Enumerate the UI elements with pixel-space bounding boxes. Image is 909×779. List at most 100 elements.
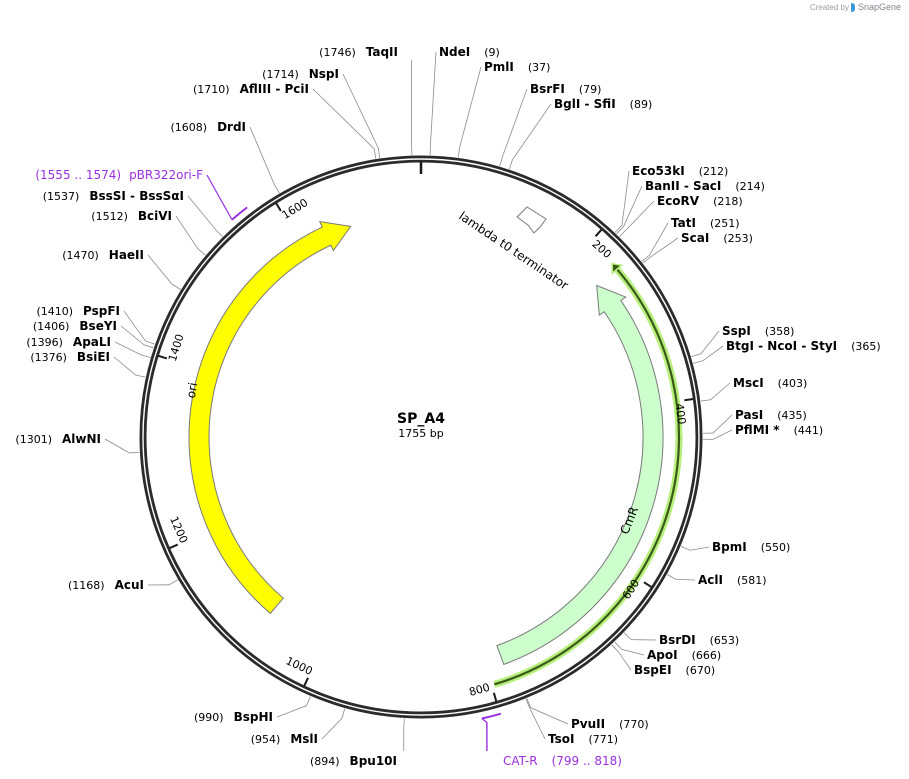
site-leader-line — [702, 429, 733, 440]
restriction-site[interactable]: PflMI * (441) — [702, 423, 823, 440]
restriction-site[interactable]: SspI (358) — [691, 324, 794, 357]
restriction-site[interactable]: TatI (251) — [641, 216, 740, 262]
primer-label[interactable]: (1555 .. 1574) pBR322ori-F — [35, 168, 203, 182]
site-label[interactable]: (1746) TaqII — [319, 45, 398, 59]
lambda-t0-terminator-arrow[interactable] — [516, 206, 547, 234]
site-label[interactable]: BtgI - NcoI - StyI (365) — [726, 339, 881, 353]
site-label[interactable]: AclI (581) — [698, 573, 767, 587]
site-label[interactable]: (1168) AcuI — [68, 578, 144, 592]
site-label[interactable]: (1470) HaeII — [62, 248, 144, 262]
site-label[interactable]: SspI (358) — [722, 324, 794, 338]
site-label[interactable]: BpmI (550) — [712, 540, 790, 554]
restriction-site[interactable]: BsrFI (79) — [499, 82, 602, 167]
site-enzyme-name: PspFI — [83, 304, 120, 318]
site-label[interactable]: (1608) DrdI — [170, 120, 246, 134]
restriction-site[interactable]: (894) Bpu10I — [310, 718, 405, 768]
restriction-site[interactable]: BspEI (670) — [611, 644, 715, 677]
restriction-site[interactable]: (1714) NspI — [262, 67, 381, 159]
restriction-site[interactable]: (1396) ApaLI — [26, 335, 151, 358]
restriction-site[interactable]: Eco53kI (212) — [614, 164, 728, 233]
site-label[interactable]: (1537) BssSI - BssSαI — [43, 189, 184, 203]
restriction-sites: NdeI (9)PmlI (37) BsrFI (79)BglI - SfiI (89) E… — [15, 45, 880, 768]
primer-label[interactable]: CAT-R (799 .. 818) — [503, 754, 622, 768]
site-label[interactable]: (954) MslI — [251, 732, 318, 746]
restriction-site[interactable]: AclI (581) — [667, 573, 767, 587]
site-leader-line — [147, 579, 178, 586]
site-label[interactable]: (1301) AlwNI — [15, 432, 101, 446]
site-position: (253) — [723, 232, 753, 245]
site-label[interactable]: EcoRV (218) — [657, 194, 743, 208]
primer-cat-r[interactable]: CAT-R (799 .. 818) — [481, 712, 622, 768]
site-label[interactable]: BspEI (670) — [634, 663, 715, 677]
site-label[interactable]: (1714) NspI — [262, 67, 339, 81]
restriction-site[interactable]: (1537) BssSI - BssSαI — [43, 189, 223, 237]
restriction-site[interactable]: PasI (435) — [702, 408, 807, 434]
restriction-site[interactable]: PvuII (770) — [526, 698, 649, 731]
site-label[interactable]: BsrFI (79) — [530, 82, 601, 96]
site-label[interactable]: BanII - SacI (214) — [645, 179, 765, 193]
site-label[interactable]: PflMI * (441) — [735, 423, 823, 437]
site-leader-line — [114, 341, 151, 358]
restriction-site[interactable]: BsrDI (653) — [623, 632, 739, 647]
site-label[interactable]: TsoI (771) — [548, 732, 618, 746]
restriction-site[interactable]: (1376) BsiEI — [30, 350, 146, 378]
site-enzyme-name: MslI — [290, 732, 318, 746]
restriction-site[interactable]: (1410) PspFI — [36, 304, 155, 345]
restriction-site[interactable]: (1301) AlwNI — [15, 432, 140, 454]
restriction-site[interactable]: (1406) BseYI — [33, 319, 154, 349]
site-label[interactable]: NdeI (9) — [439, 45, 500, 59]
site-label[interactable]: BsrDI (653) — [659, 633, 739, 647]
site-label[interactable]: Eco53kI (212) — [632, 164, 728, 178]
site-label[interactable]: BglI - SfiI (89) — [554, 97, 652, 111]
site-leader-line — [403, 718, 405, 751]
restriction-site[interactable]: (1470) HaeII — [62, 248, 181, 290]
tick-label: 1600 — [280, 196, 311, 222]
restriction-site[interactable]: BanII - SacI (214) — [616, 179, 765, 235]
restriction-site[interactable]: NdeI (9) — [429, 45, 500, 156]
restriction-site[interactable]: EcoRV (218) — [619, 194, 743, 237]
restriction-site[interactable]: (1746) TaqII — [319, 45, 413, 156]
site-label[interactable]: ApoI (666) — [647, 648, 721, 662]
site-label[interactable]: PvuII (770) — [571, 717, 649, 731]
site-label[interactable]: (1710) AflIII - PciI — [193, 82, 309, 96]
restriction-site[interactable]: ScaI (253) — [642, 231, 753, 264]
site-leader-line — [680, 546, 710, 551]
site-position: (1608) — [170, 121, 207, 134]
restriction-site[interactable]: ApoI (666) — [614, 641, 721, 662]
site-label[interactable]: PmlI (37) — [484, 60, 550, 74]
site-label[interactable]: (894) Bpu10I — [310, 754, 397, 768]
plasmid-name[interactable]: SP_A4 — [397, 411, 445, 427]
tick-mark — [684, 397, 694, 402]
site-label[interactable]: (1396) ApaLI — [26, 335, 111, 349]
primer-pbr322ori-f[interactable]: (1555 .. 1574) pBR322ori-F — [35, 168, 248, 221]
restriction-site[interactable]: BtgI - NcoI - StyI (365) — [693, 339, 881, 364]
restriction-site[interactable]: PmlI (37) — [457, 60, 550, 158]
site-label[interactable]: (1376) BsiEI — [30, 350, 110, 364]
site-label[interactable]: (990) BspHI — [194, 710, 273, 724]
primer-arc[interactable] — [481, 712, 502, 720]
site-label[interactable]: MscI (403) — [733, 376, 807, 390]
restriction-site[interactable]: (954) MslI — [251, 708, 346, 746]
site-leader-line — [642, 237, 679, 264]
orf-line[interactable] — [494, 267, 681, 686]
restriction-site[interactable]: MscI (403) — [700, 376, 808, 402]
restriction-site[interactable]: (990) BspHI — [194, 696, 311, 724]
restriction-site[interactable]: (1710) AflIII - PciI — [193, 82, 377, 159]
restriction-site[interactable]: (1608) DrdI — [170, 120, 280, 194]
site-label[interactable]: ScaI (253) — [681, 231, 753, 245]
site-label[interactable]: PasI (435) — [735, 408, 807, 422]
site-label[interactable]: (1512) BciVI — [91, 209, 172, 223]
feature-lambda-t0-terminator[interactable]: lambda t0 terminator — [456, 206, 571, 292]
site-leader-line — [113, 356, 146, 378]
restriction-site[interactable]: TsoI (771) — [525, 698, 618, 746]
site-label[interactable]: (1410) PspFI — [36, 304, 120, 318]
restriction-site[interactable]: (1512) BciVI — [91, 209, 206, 256]
site-position: (1406) — [33, 320, 70, 333]
site-label[interactable]: (1406) BseYI — [33, 319, 117, 333]
restriction-site[interactable]: BglI - SfiI (89) — [508, 97, 652, 170]
site-label[interactable]: TatI (251) — [671, 216, 740, 230]
feature-ori-arrow[interactable] — [188, 220, 352, 615]
restriction-site[interactable]: (1168) AcuI — [68, 578, 178, 592]
restriction-site[interactable]: BpmI (550) — [680, 540, 790, 554]
feature-cmr-arrow[interactable] — [496, 284, 664, 666]
